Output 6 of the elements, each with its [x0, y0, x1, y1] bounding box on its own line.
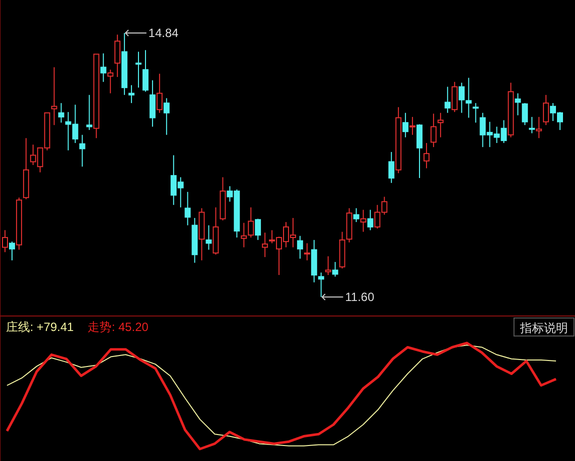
annotation: 11.60	[345, 290, 375, 304]
button: 指标说明	[514, 318, 574, 336]
legend: 庄线: +79.41 走势: 45.20	[6, 320, 148, 334]
annotation: 14.84	[148, 26, 179, 40]
annotation: 11.60	[321, 290, 374, 304]
annotation: 14.84	[124, 26, 178, 40]
